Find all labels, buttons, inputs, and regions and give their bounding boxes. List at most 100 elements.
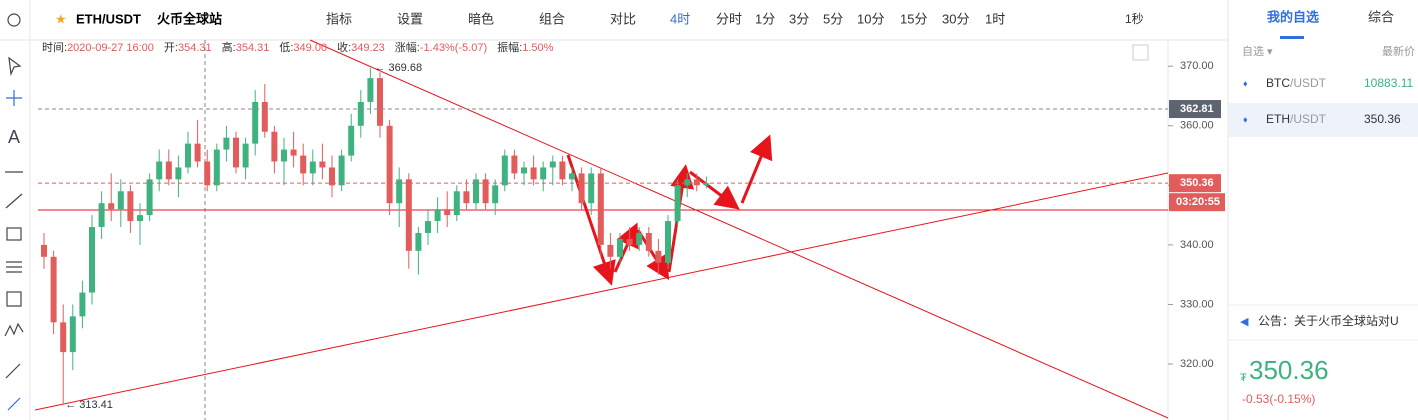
candle-body	[60, 322, 67, 353]
candle-body	[559, 161, 566, 180]
candle-body	[674, 185, 681, 222]
tab-underline	[1280, 36, 1304, 39]
candle-body	[665, 221, 671, 263]
info-value: 1.50%	[522, 42, 553, 54]
candle-body	[156, 161, 163, 180]
candle-body	[98, 203, 105, 228]
coin-base[interactable]: BTC	[1266, 76, 1290, 90]
info-label: 振幅:	[497, 40, 522, 54]
interval[interactable]: 10分	[857, 11, 884, 26]
tool-button[interactable]: 指标	[326, 11, 352, 26]
candle-body	[108, 203, 115, 210]
candle-body	[290, 149, 297, 156]
notice[interactable]: 公告：关于火币全球站对U	[1258, 313, 1399, 328]
candle-body	[252, 101, 259, 144]
candle-body	[453, 191, 460, 216]
row-bg	[1229, 103, 1418, 137]
expand-icon[interactable]	[1132, 44, 1149, 61]
candle-body	[165, 161, 172, 180]
interval[interactable]: 4时	[670, 11, 690, 26]
candle-body	[309, 161, 316, 174]
tool-button[interactable]: 设置	[397, 11, 423, 26]
last-box	[1169, 174, 1221, 193]
candle-body	[501, 155, 508, 186]
candle-body	[425, 221, 431, 233]
candle-body	[482, 179, 489, 204]
change: -0.53(-0.15%)	[1242, 392, 1315, 406]
candle-body	[540, 167, 547, 180]
interval[interactable]: 5分	[823, 11, 843, 26]
exchange: 火币全球站	[157, 11, 222, 26]
info-value: -1.43%(-5.07)	[420, 42, 487, 54]
candle-body	[617, 238, 623, 257]
candle-body	[261, 101, 268, 132]
candle-body	[597, 173, 604, 245]
interval[interactable]: 分时	[716, 11, 742, 26]
candle-body	[684, 179, 691, 186]
candle-body	[185, 143, 191, 168]
candle-body	[415, 232, 422, 251]
coin-quote: /USDT	[1290, 76, 1327, 90]
info-label: 开:	[164, 42, 178, 54]
candle-body	[693, 179, 700, 186]
candle-body	[348, 125, 355, 156]
min-label: ← 313.41	[65, 399, 113, 411]
interval[interactable]: 3分	[789, 11, 809, 26]
candle-body	[213, 149, 220, 186]
candle-body	[338, 155, 345, 186]
symbol[interactable]: ETH/USDT	[76, 11, 141, 26]
y-tick-label: 330.00	[1180, 298, 1214, 310]
candle-body	[607, 244, 614, 257]
interval[interactable]: 15分	[900, 11, 927, 26]
candle-body	[242, 143, 249, 168]
candle-body	[492, 185, 499, 204]
info-value: 349.23	[351, 42, 385, 54]
candle-body	[204, 161, 211, 186]
candle-body	[588, 173, 595, 204]
realtime[interactable]: 1秒	[1125, 12, 1144, 26]
info-value: 349.00	[293, 42, 327, 54]
tool-button[interactable]: 暗色	[468, 11, 494, 26]
candle-body	[146, 179, 153, 216]
candle-body	[357, 101, 364, 126]
candle-body	[281, 149, 287, 162]
trend-line-up	[34, 172, 1169, 411]
candle-body	[329, 167, 335, 186]
candle-body	[473, 179, 479, 204]
y-tick-label: 370.00	[1180, 60, 1214, 72]
candle-body	[434, 209, 441, 222]
candle-body	[645, 232, 652, 251]
info-value: 354.31	[236, 42, 270, 54]
y-tick-label: 360.00	[1180, 120, 1214, 132]
candle-body	[175, 167, 182, 180]
interval[interactable]: 30分	[942, 11, 969, 26]
coin-price: 10883.11	[1364, 76, 1413, 90]
candle-body	[655, 250, 662, 263]
big-price: 350.36	[1249, 355, 1329, 385]
coin-base[interactable]: ETH	[1266, 112, 1290, 126]
tool-button[interactable]: 组合	[539, 11, 565, 26]
candle-body	[137, 215, 143, 222]
candle-body	[319, 161, 326, 168]
info-label: 收:	[337, 40, 351, 54]
coin-icon: ♦	[1243, 78, 1248, 88]
tab[interactable]: 综合	[1368, 9, 1394, 24]
candle-body	[79, 292, 86, 317]
tool-button[interactable]: 对比	[610, 11, 636, 26]
y-tick-label: 320.00	[1180, 358, 1214, 370]
left-tools: A	[4, 13, 24, 411]
candle-body	[223, 137, 230, 150]
col-left: 自选 ▾	[1242, 45, 1273, 58]
max-label: ← 369.68	[374, 62, 422, 74]
candle-body	[405, 179, 412, 251]
info-label: 涨幅:	[395, 41, 420, 54]
candle-body	[511, 155, 518, 174]
tab[interactable]: 我的自选	[1267, 9, 1319, 24]
interval[interactable]: 1时	[985, 11, 1005, 26]
interval[interactable]: 1分	[755, 11, 775, 26]
info-value: 2020-09-27 16:00	[67, 42, 154, 54]
coin-icon: ♦	[1243, 114, 1248, 124]
candle-body	[444, 209, 451, 216]
last-price: 350.36	[1180, 177, 1214, 189]
